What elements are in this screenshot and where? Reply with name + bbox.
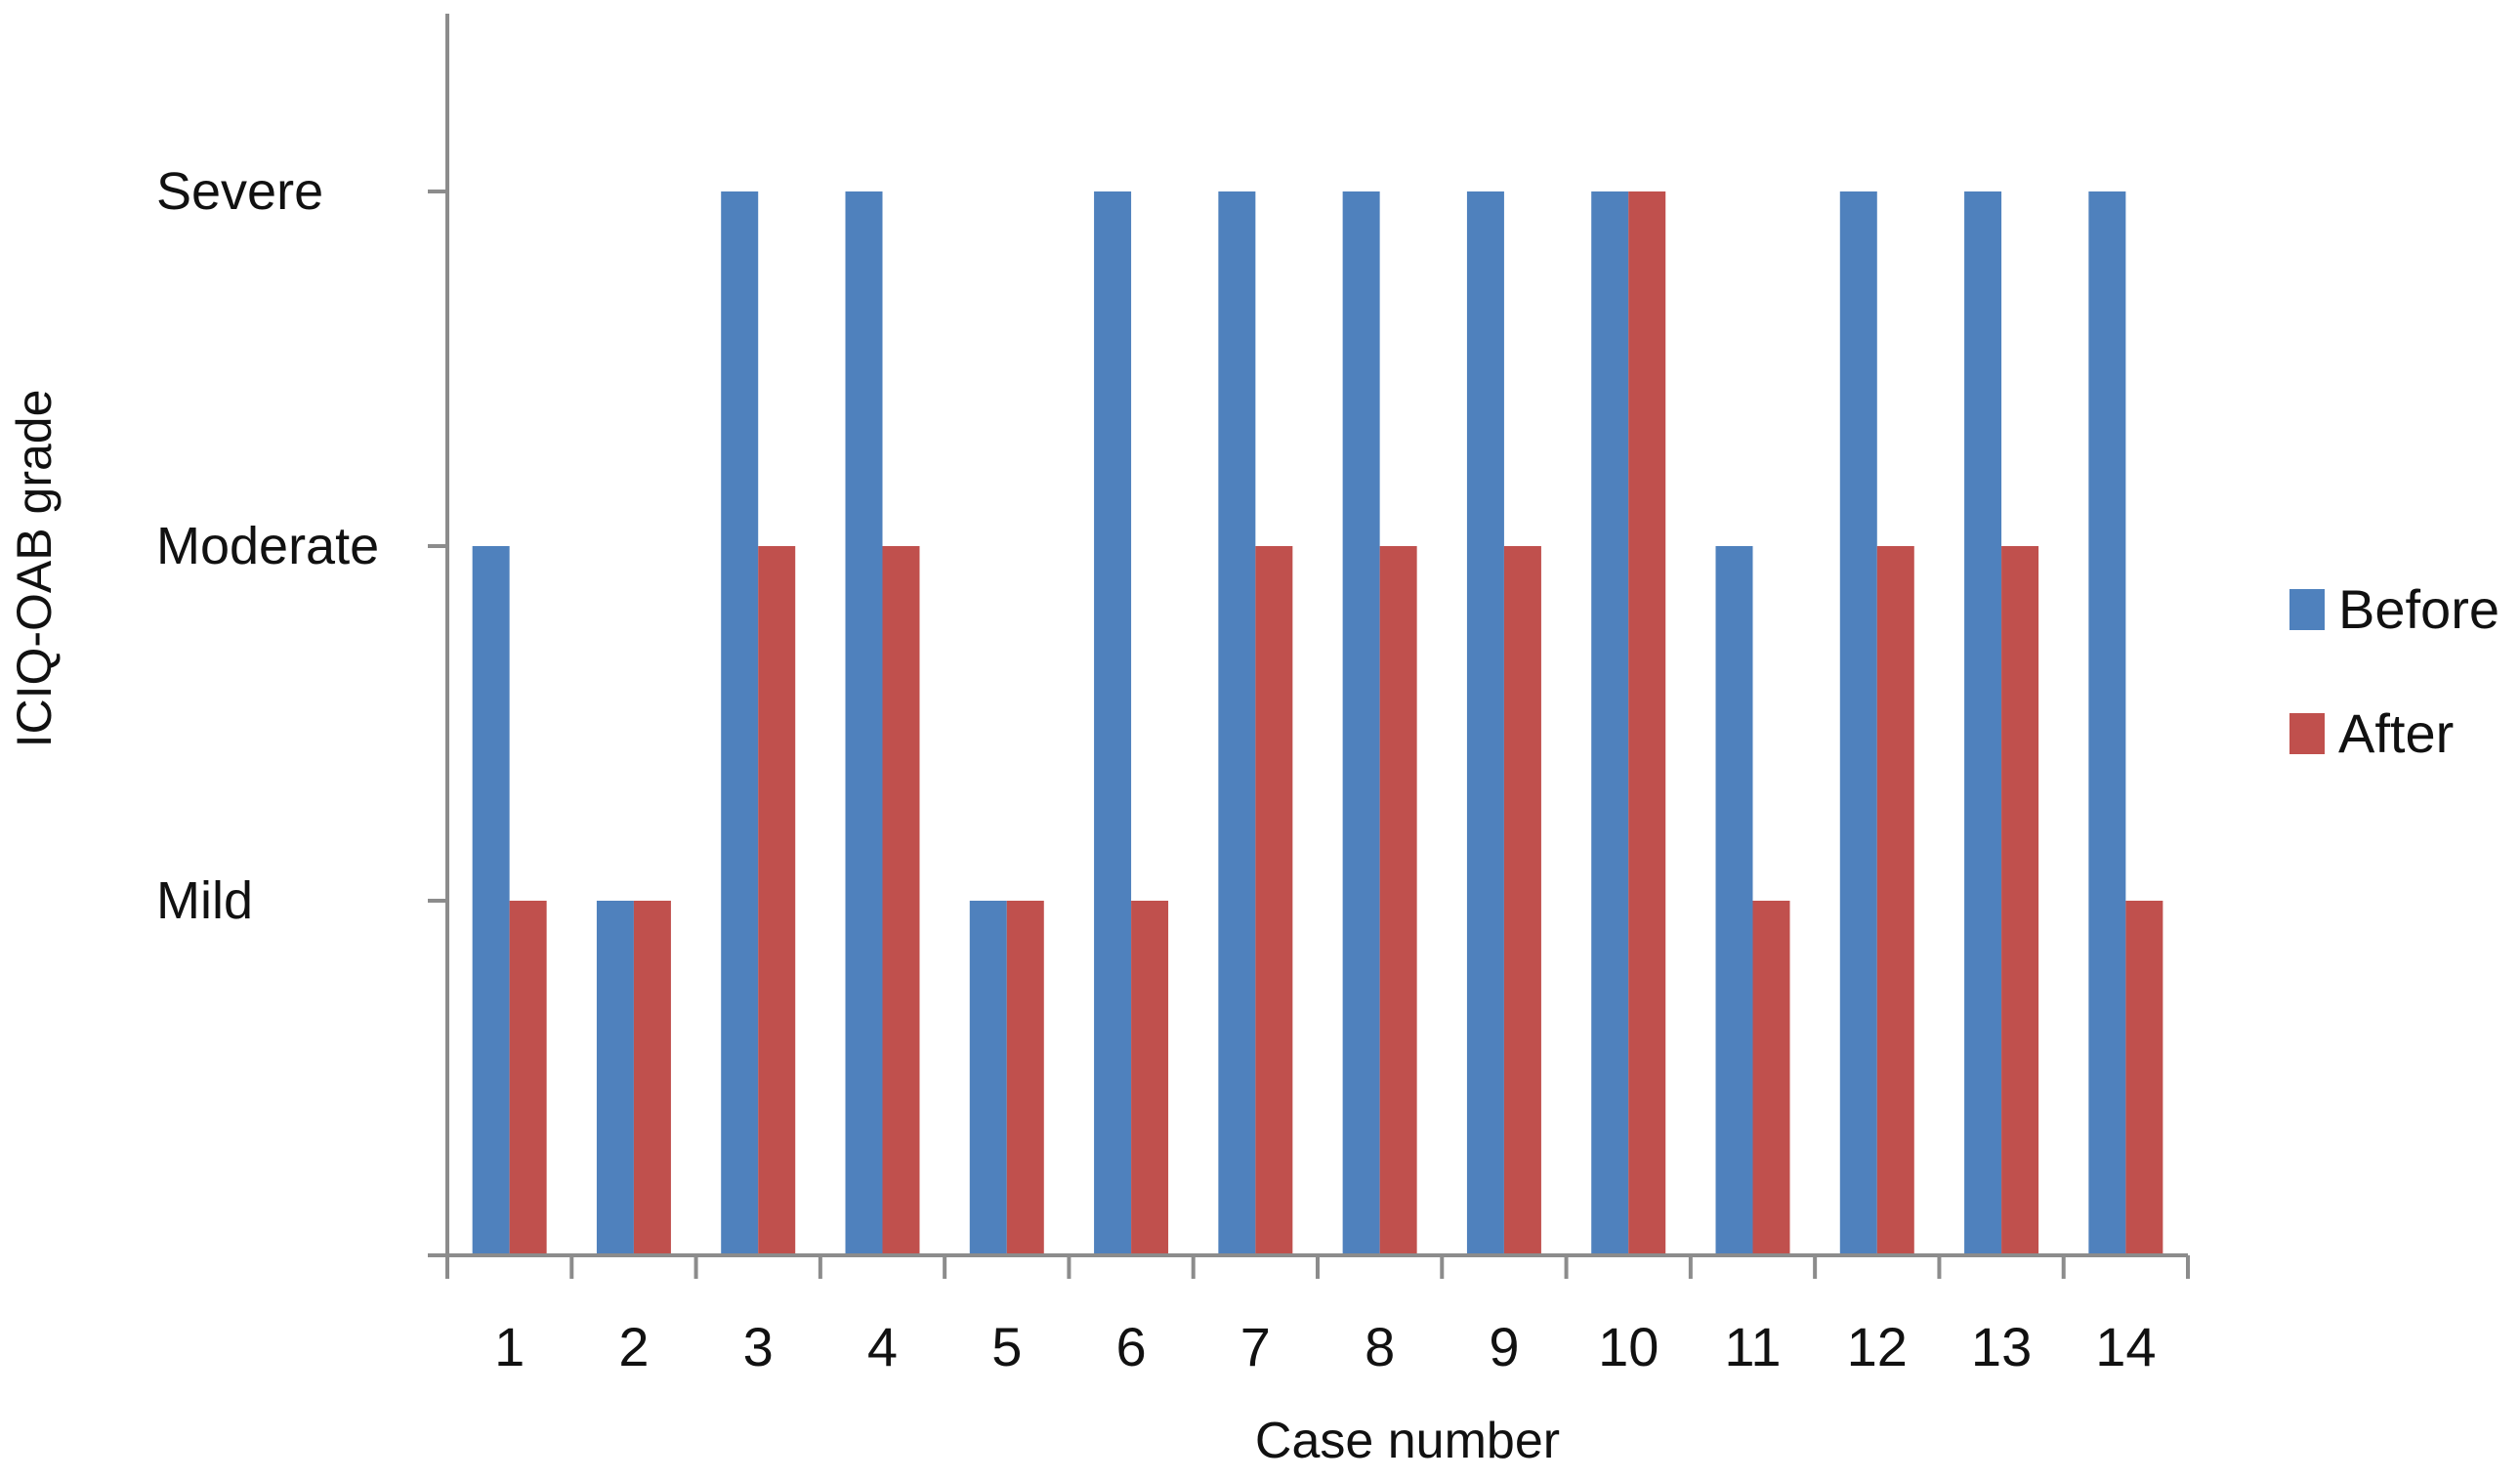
bar-before-case-13	[1964, 191, 2002, 1255]
bar-before-case-5	[969, 901, 1007, 1255]
bar-after-case-5	[1006, 901, 1044, 1255]
bar-after-case-10	[1628, 191, 1666, 1255]
x-tick-label-7: 7	[1240, 1316, 1271, 1377]
x-tick-label-10: 10	[1598, 1316, 1659, 1377]
bar-before-case-14	[2088, 191, 2126, 1255]
y-tick-label-mild: Mild	[156, 871, 253, 930]
x-tick-label-1: 1	[494, 1316, 525, 1377]
x-tick-label-8: 8	[1365, 1316, 1395, 1377]
bar-before-case-1	[472, 546, 510, 1255]
bar-after-case-7	[1255, 546, 1293, 1255]
x-tick-label-12: 12	[1847, 1316, 1908, 1377]
x-tick-label-6: 6	[1115, 1316, 1146, 1377]
bar-after-case-2	[633, 901, 671, 1255]
legend-label-before: Before	[2338, 578, 2499, 640]
legend-swatch-before	[2289, 589, 2325, 630]
x-tick-label-11: 11	[1724, 1316, 1781, 1377]
x-axis-title: Case number	[1255, 1413, 1560, 1469]
bar-after-case-14	[2125, 901, 2163, 1255]
y-ticks-layer: Mild Moderate Severe	[156, 162, 447, 930]
x-tick-label-13: 13	[1971, 1316, 2032, 1377]
bars-layer	[472, 191, 2163, 1255]
axes-layer	[428, 14, 2188, 1257]
bar-before-case-11	[1715, 546, 1753, 1255]
bar-before-case-9	[1466, 191, 1504, 1255]
x-tick-label-2: 2	[618, 1316, 649, 1377]
bar-after-case-8	[1379, 546, 1417, 1255]
legend: Before After	[2289, 578, 2499, 764]
bar-before-case-6	[1094, 191, 1132, 1255]
bar-before-case-7	[1218, 191, 1256, 1255]
bar-after-case-12	[1876, 546, 1914, 1255]
bar-after-case-13	[2001, 546, 2039, 1255]
bar-after-case-6	[1131, 901, 1169, 1255]
bar-after-case-9	[1503, 546, 1541, 1255]
y-axis-title: ICIQ-OAB grade	[7, 390, 62, 748]
bar-before-case-2	[596, 901, 634, 1255]
bar-after-case-3	[758, 546, 796, 1255]
bar-before-case-12	[1839, 191, 1877, 1255]
bar-before-case-3	[721, 191, 759, 1255]
x-tick-label-3: 3	[743, 1316, 774, 1377]
bar-after-case-1	[509, 901, 547, 1255]
x-tick-label-14: 14	[2095, 1316, 2156, 1377]
bar-after-case-11	[1752, 901, 1790, 1255]
bar-before-case-4	[845, 191, 883, 1255]
x-tick-label-4: 4	[867, 1316, 898, 1377]
y-tick-label-moderate: Moderate	[156, 517, 379, 575]
y-tick-label-severe: Severe	[156, 162, 323, 221]
x-tick-label-5: 5	[991, 1316, 1022, 1377]
x-tick-label-9: 9	[1489, 1316, 1519, 1377]
bar-after-case-4	[882, 546, 920, 1255]
bar-before-case-10	[1591, 191, 1629, 1255]
x-ticks-layer: 1 2 3 4 5 6 7 8 9 10 11 12 13 14	[445, 1255, 2190, 1377]
legend-swatch-after	[2289, 713, 2325, 754]
bar-before-case-8	[1342, 191, 1380, 1255]
legend-label-after: After	[2338, 702, 2454, 764]
